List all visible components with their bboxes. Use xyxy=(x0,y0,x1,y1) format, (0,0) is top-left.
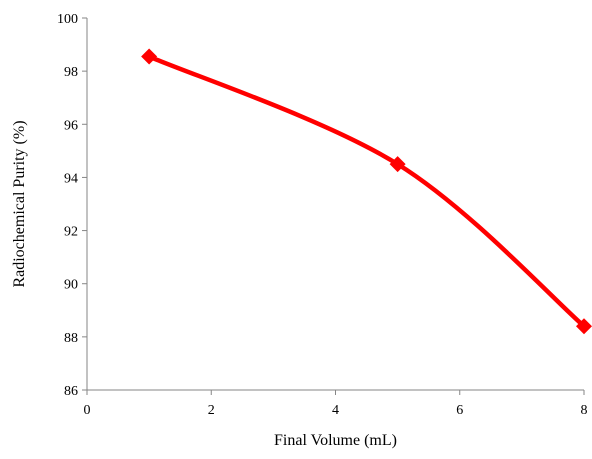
x-tick-label: 4 xyxy=(332,403,339,418)
series-line xyxy=(146,54,587,329)
x-tick-label: 8 xyxy=(581,403,588,418)
axes xyxy=(86,18,584,391)
y-tick-label: 90 xyxy=(64,278,78,293)
series-layer xyxy=(141,48,592,335)
x-tick-label: 6 xyxy=(456,403,463,418)
data-point-marker xyxy=(389,156,406,173)
x-tick-label: 0 xyxy=(84,403,91,418)
data-point-marker xyxy=(576,318,592,335)
y-tick-label: 98 xyxy=(64,65,78,80)
data-point-marker xyxy=(141,48,158,65)
y-tick-label: 88 xyxy=(64,331,78,346)
y-tick-label: 92 xyxy=(64,225,78,240)
x-axis-title: Final Volume (mL) xyxy=(274,432,397,449)
y-tick-label: 86 xyxy=(64,384,78,399)
y-ticks: 86 88 90 92 94 96 98 100 xyxy=(57,12,87,399)
x-tick-label: 2 xyxy=(208,403,215,418)
x-ticks: 0 2 4 6 8 xyxy=(84,390,588,418)
y-tick-label: 100 xyxy=(57,12,78,27)
y-tick-label: 94 xyxy=(64,171,78,186)
y-axis-title: Radiochemical Purity (%) xyxy=(11,120,28,287)
y-tick-label: 96 xyxy=(64,118,78,133)
